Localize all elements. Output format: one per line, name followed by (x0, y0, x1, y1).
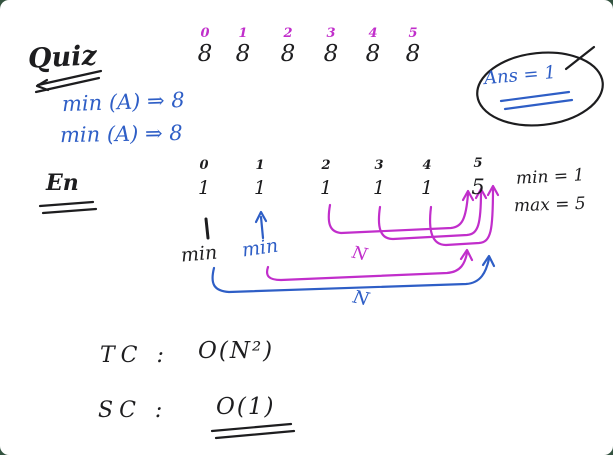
min-arrow-blue-icon (254, 210, 268, 240)
sc-value: O(1) (216, 394, 276, 420)
example-array-column: 5 5 (465, 156, 491, 198)
quiz-value-0: 8 (197, 41, 213, 67)
quiz-value-1: 8 (235, 41, 251, 67)
example-index-4: 4 (422, 158, 432, 173)
example-index-3: 3 (374, 158, 384, 173)
example-array-column: 3 1 (366, 158, 392, 198)
example-value-0: 1 (197, 177, 211, 199)
tc-value: O(N²) (198, 338, 275, 364)
inner-loop-bracket (265, 248, 474, 282)
example-value-4: 1 (420, 177, 434, 199)
quiz-index-1: 1 (238, 26, 248, 41)
quiz-array-column: 2 8 (275, 26, 301, 66)
example-value-3: 1 (372, 177, 386, 199)
tc-label: TC : (100, 343, 170, 368)
quiz-index-2: 2 (283, 26, 293, 41)
quiz-array-column: 1 8 (230, 26, 256, 66)
compare-arrow-from-2-icon (327, 189, 475, 235)
inner-loop-n-label: N (350, 242, 369, 266)
quiz-value-3: 8 (323, 41, 339, 67)
quiz-value-4: 8 (365, 41, 381, 67)
min-expression-2: min (A) ⇒ 8 (59, 120, 183, 148)
min-result-text: min = 1 (515, 165, 585, 189)
example-label: En (46, 170, 79, 196)
example-value-5: 5 (471, 175, 485, 199)
outer-loop-n-label: N (351, 286, 371, 311)
quiz-value-5: 8 (405, 41, 421, 67)
min-expression-1: min (A) ⇒ 8 (61, 87, 186, 117)
quiz-index-5: 5 (408, 26, 418, 41)
sc-value-underline (210, 422, 296, 440)
quiz-index-0: 0 (200, 26, 210, 41)
quiz-array-column: 0 8 (192, 26, 218, 66)
example-array-column: 1 1 (247, 158, 273, 198)
example-value-1: 1 (253, 177, 267, 199)
quiz-title: Quiz (27, 40, 98, 75)
quiz-index-3: 3 (326, 26, 336, 41)
quiz-value-2: 8 (280, 41, 296, 67)
example-index-2: 2 (321, 158, 331, 173)
example-value-2: 1 (319, 177, 333, 199)
min-pointer-label-blue: min (240, 234, 280, 262)
max-result-text: max = 5 (513, 193, 587, 217)
example-array-column: 0 1 (191, 158, 217, 198)
quiz-array-column: 4 8 (360, 26, 386, 66)
sc-label: SC : (98, 398, 169, 423)
example-index-1: 1 (255, 158, 265, 173)
quiz-index-4: 4 (368, 26, 378, 41)
min-pointer-label-black: min (180, 241, 219, 267)
quiz-array-column: 3 8 (318, 26, 344, 66)
example-index-0: 0 (199, 158, 209, 173)
example-label-underline (38, 200, 98, 215)
answer-underline (499, 90, 574, 111)
example-array-column: 2 1 (313, 158, 339, 198)
answer-text: Ans = 1 (483, 61, 557, 90)
quiz-array-column: 5 8 (400, 26, 426, 66)
answer-circle (476, 45, 604, 127)
min-arrow-black-icon (204, 217, 210, 240)
quiz-underline (34, 69, 103, 94)
example-array-column: 4 1 (414, 158, 440, 198)
example-index-5: 5 (473, 156, 483, 171)
